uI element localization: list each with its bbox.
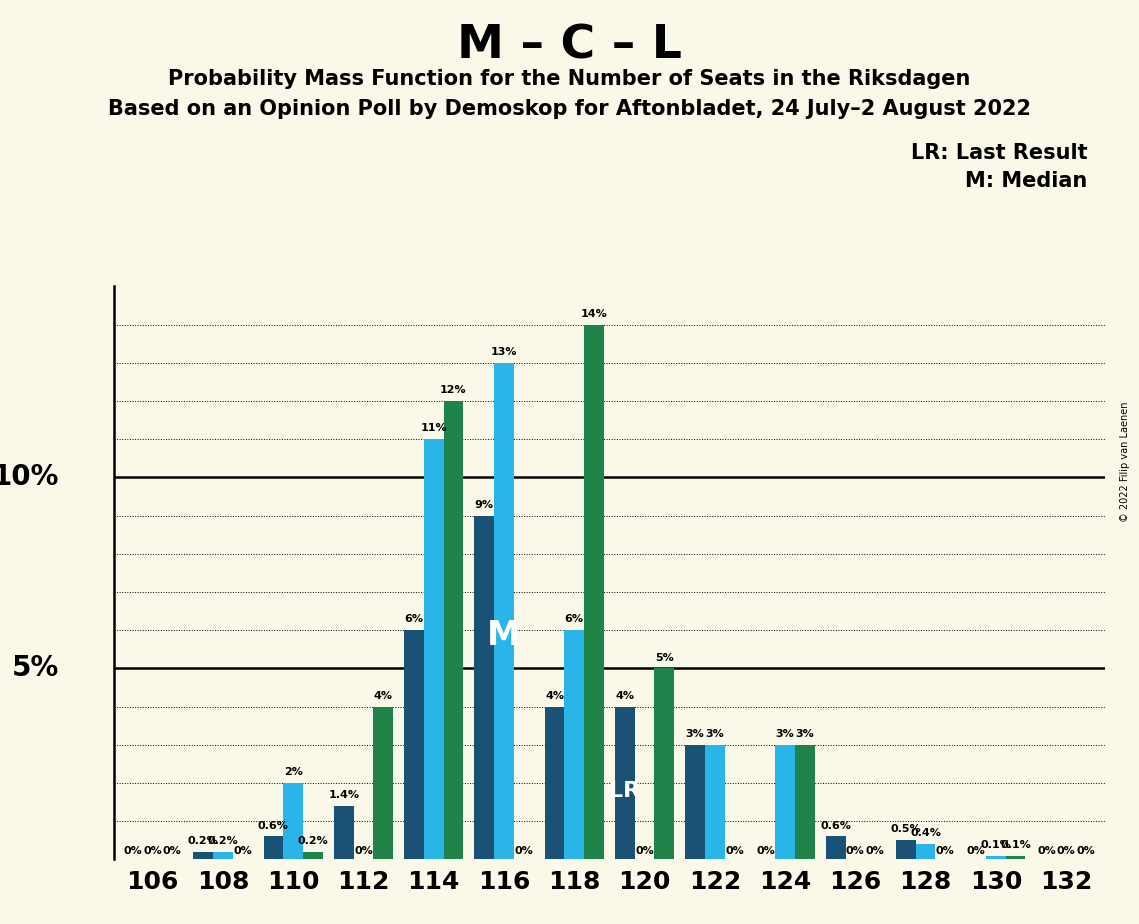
Bar [916,844,935,859]
Bar [896,840,916,859]
Text: 0%: 0% [1057,846,1075,857]
Text: 0.5%: 0.5% [891,824,921,834]
Text: 6%: 6% [404,614,424,625]
Text: 14%: 14% [581,309,607,319]
Bar [565,630,584,859]
Text: 5%: 5% [655,652,673,663]
Text: 4%: 4% [374,691,393,700]
Text: 0.2%: 0.2% [297,836,328,846]
Text: 0.1%: 0.1% [981,840,1011,850]
Text: LR: Last Result: LR: Last Result [911,143,1088,164]
Text: 3%: 3% [705,729,724,739]
Bar [475,516,494,859]
Text: Probability Mass Function for the Number of Seats in the Riksdagen: Probability Mass Function for the Number… [169,69,970,90]
Text: 0%: 0% [144,846,162,857]
Text: LR: LR [609,781,640,800]
Text: Based on an Opinion Poll by Demoskop for Aftonbladet, 24 July–2 August 2022: Based on an Opinion Poll by Demoskop for… [108,99,1031,119]
Bar [424,439,443,859]
Text: 2%: 2% [284,767,303,777]
Bar [284,783,303,859]
Text: 3%: 3% [686,729,705,739]
Bar [374,707,393,859]
Text: 0%: 0% [1038,846,1056,857]
Text: 11%: 11% [420,423,446,433]
Text: 10%: 10% [0,464,59,492]
Text: 0%: 0% [936,846,954,857]
Bar [263,836,284,859]
Bar [705,745,724,859]
Bar [986,856,1006,859]
Text: 13%: 13% [491,347,517,357]
Bar [303,852,322,859]
Bar [615,707,634,859]
Bar [334,806,353,859]
Text: 0%: 0% [967,846,985,857]
Text: 0%: 0% [233,846,252,857]
Text: 0.2%: 0.2% [207,836,238,846]
Text: 3%: 3% [795,729,814,739]
Text: 12%: 12% [440,385,467,395]
Bar [795,745,814,859]
Bar [213,852,232,859]
Text: 0%: 0% [354,846,372,857]
Text: 0.1%: 0.1% [1000,840,1031,850]
Text: M: M [487,619,521,652]
Text: 0%: 0% [846,846,865,857]
Text: © 2022 Filip van Laenen: © 2022 Filip van Laenen [1120,402,1130,522]
Text: M: Median: M: Median [966,171,1088,191]
Text: 9%: 9% [475,500,494,510]
Text: 0.4%: 0.4% [910,828,941,838]
Bar [494,363,514,859]
Bar [776,745,795,859]
Text: 0%: 0% [514,846,533,857]
Bar [1006,856,1025,859]
Text: 0%: 0% [866,846,884,857]
Bar [544,707,565,859]
Text: 0%: 0% [756,846,775,857]
Text: 4%: 4% [546,691,564,700]
Text: 1.4%: 1.4% [328,790,359,800]
Text: M – C – L: M – C – L [457,23,682,68]
Bar [826,836,845,859]
Bar [654,668,674,859]
Text: 0%: 0% [636,846,654,857]
Bar [584,324,604,859]
Text: 6%: 6% [565,614,583,625]
Text: 4%: 4% [615,691,634,700]
Bar [686,745,705,859]
Bar [194,852,213,859]
Bar [404,630,424,859]
Text: 5%: 5% [13,654,59,682]
Text: 3%: 3% [776,729,794,739]
Text: 0%: 0% [123,846,142,857]
Text: 0%: 0% [163,846,181,857]
Text: 0%: 0% [726,846,744,857]
Text: 0%: 0% [1076,846,1096,857]
Text: 0.6%: 0.6% [820,821,851,831]
Text: 0.6%: 0.6% [259,821,289,831]
Text: 0.2%: 0.2% [188,836,219,846]
Bar [443,401,464,859]
